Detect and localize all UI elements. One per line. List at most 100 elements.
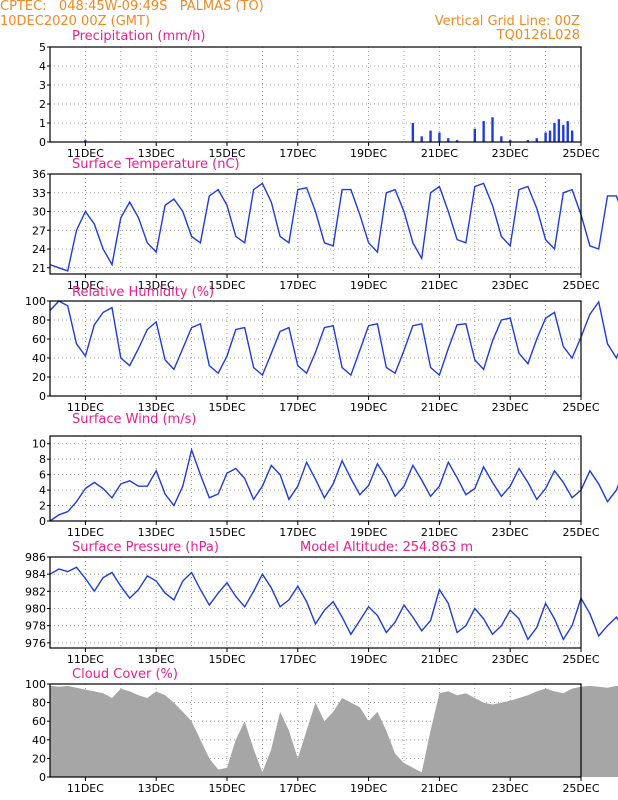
precip-bar xyxy=(491,117,494,142)
x-tick-label: 25DEC xyxy=(562,401,599,414)
y-tick-label: 40 xyxy=(32,734,46,747)
panel-3: 0 20 40 60 80 100 11DEC 13DEC 15DEC 17DEC 19DEC 21D… xyxy=(25,285,618,414)
panel-frame xyxy=(49,173,582,275)
x-tick-label: 19DEC xyxy=(350,782,387,795)
x-tick-label: 11DEC xyxy=(67,279,104,292)
x-tick-label: 23DEC xyxy=(492,526,529,539)
x-tick-label: 15DEC xyxy=(208,526,245,539)
y-tick-label: 3 xyxy=(39,79,46,92)
x-tick-label: 21DEC xyxy=(421,279,458,292)
precip-bar xyxy=(553,123,556,142)
x-tick-label: 19DEC xyxy=(350,653,387,666)
x-tick-label: 25DEC xyxy=(562,147,599,160)
y-tick-label: 0 xyxy=(39,771,46,784)
cloud-area xyxy=(50,685,618,777)
y-tick-label: 0 xyxy=(39,390,46,403)
y-tick-label: 20 xyxy=(32,371,46,384)
y-tick-label: 6 xyxy=(39,469,46,482)
series-line xyxy=(49,182,618,272)
y-tick-label: 21 xyxy=(32,262,46,275)
panel-6: 0 20 40 60 80 100 11DEC 13DEC 15DEC 17DEC 19DEC 21D… xyxy=(25,667,618,795)
panel-title: Surface Pressure (hPa) xyxy=(72,540,219,555)
run-datetime: 10DEC2020 00Z (GMT) xyxy=(0,14,151,29)
y-tick-label: 27 xyxy=(32,224,46,237)
panel-frame xyxy=(49,435,582,522)
precip-bar xyxy=(544,132,547,142)
x-tick-label: 21DEC xyxy=(421,653,458,666)
precip-bar xyxy=(429,130,432,142)
y-tick-label: 80 xyxy=(32,697,46,710)
x-tick-label: 19DEC xyxy=(350,279,387,292)
panel-frame xyxy=(49,683,582,778)
panel-title: Surface Temperature (nC) xyxy=(72,157,240,172)
y-tick-label: 100 xyxy=(25,295,46,308)
x-tick-label: 15DEC xyxy=(208,401,245,414)
panel-frame xyxy=(49,300,582,397)
x-tick-label: 25DEC xyxy=(562,279,599,292)
precip-bar xyxy=(411,123,415,142)
y-tick-label: 4 xyxy=(39,60,46,73)
y-tick-label: 986 xyxy=(25,551,46,564)
y-tick-label: 10 xyxy=(32,438,46,451)
grid-note: Vertical Grid Line: 00Z xyxy=(434,14,580,29)
station-header: CPTEC: 048:45W-09:49S PALMAS (TO) xyxy=(0,0,264,14)
x-tick-label: 13DEC xyxy=(138,147,175,160)
y-tick-label: 36 xyxy=(32,168,46,181)
panel-title: Relative Humidity (%) xyxy=(72,285,214,300)
x-tick-label: 15DEC xyxy=(208,147,245,160)
series-line xyxy=(49,447,618,522)
y-tick-label: 40 xyxy=(32,352,46,365)
precip-bar xyxy=(535,138,538,142)
panel-1: 0 1 2 3 4 5 11DEC 13DEC 15DEC 17DEC 19DEC 21DEC 23DE… xyxy=(39,29,600,160)
y-tick-label: 982 xyxy=(25,585,46,598)
series-line xyxy=(49,300,618,377)
x-tick-label: 11DEC xyxy=(67,401,104,414)
precip-bar xyxy=(500,136,503,142)
y-tick-label: 2 xyxy=(39,98,46,111)
panel-annotation: Model Altitude: 254.863 m xyxy=(300,540,473,555)
precip-bar xyxy=(562,124,565,142)
precip-bar xyxy=(566,121,569,142)
y-tick-label: 33 xyxy=(32,187,46,200)
x-tick-label: 25DEC xyxy=(562,526,599,539)
y-tick-label: 100 xyxy=(25,678,46,691)
x-tick-label: 13DEC xyxy=(138,279,175,292)
x-tick-label: 25DEC xyxy=(562,653,599,666)
x-tick-label: 21DEC xyxy=(421,526,458,539)
precip-bar xyxy=(482,121,485,142)
precip-bar xyxy=(420,136,423,142)
x-tick-label: 11DEC xyxy=(67,147,104,160)
y-tick-label: 0 xyxy=(39,515,46,528)
x-tick-label: 23DEC xyxy=(492,401,529,414)
x-tick-label: 13DEC xyxy=(138,401,175,414)
x-tick-label: 19DEC xyxy=(350,526,387,539)
precip-bar xyxy=(438,132,441,142)
x-tick-label: 23DEC xyxy=(492,782,529,795)
y-tick-label: 60 xyxy=(32,715,46,728)
y-tick-label: 2 xyxy=(39,500,46,513)
y-tick-label: 984 xyxy=(25,568,46,581)
y-tick-label: 60 xyxy=(32,333,46,346)
precip-bar xyxy=(570,130,574,142)
x-tick-label: 23DEC xyxy=(492,653,529,666)
x-tick-label: 11DEC xyxy=(67,526,104,539)
y-tick-label: 0 xyxy=(39,136,46,149)
x-tick-label: 17DEC xyxy=(279,147,316,160)
precip-bar xyxy=(447,138,450,142)
x-tick-label: 17DEC xyxy=(279,653,316,666)
precip-bar xyxy=(473,128,476,142)
x-tick-label: 21DEC xyxy=(421,782,458,795)
panel-5: 976 978 980 982 984 986 11DEC 13DEC 15DEC 17DEC 19… xyxy=(25,540,618,666)
x-tick-label: 23DEC xyxy=(492,147,529,160)
x-tick-label: 17DEC xyxy=(279,279,316,292)
y-tick-label: 4 xyxy=(39,484,46,497)
x-tick-label: 17DEC xyxy=(279,526,316,539)
x-tick-label: 21DEC xyxy=(421,401,458,414)
x-tick-label: 15DEC xyxy=(208,782,245,795)
precip-bar xyxy=(84,140,87,142)
model-id: TQ0126L028 xyxy=(496,28,580,43)
precip-bar xyxy=(548,130,552,142)
y-tick-label: 980 xyxy=(25,603,46,616)
x-tick-label: 15DEC xyxy=(208,279,245,292)
